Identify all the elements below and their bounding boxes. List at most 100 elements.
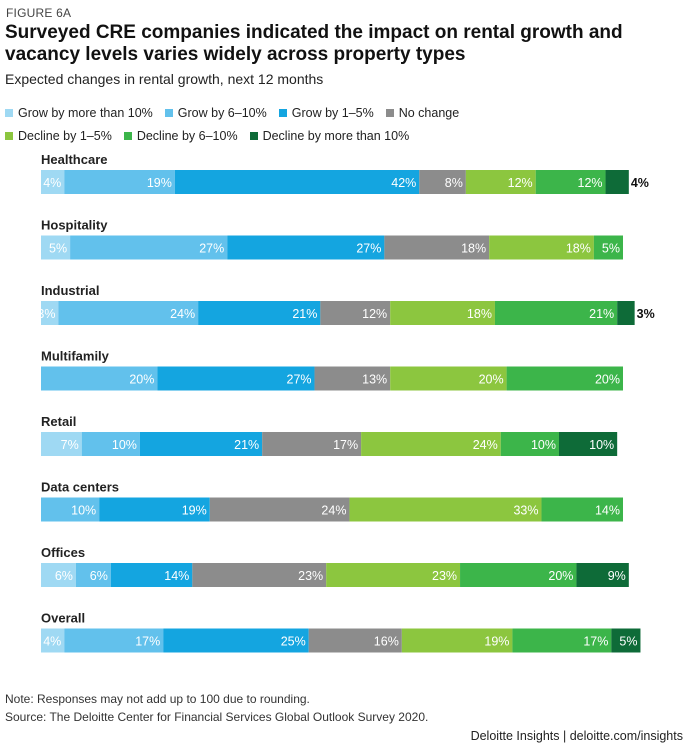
data-label: 18%	[566, 242, 591, 256]
legend-row-decline: Decline by 1–5% Decline by 6–10% Decline…	[5, 129, 685, 143]
data-label: 12%	[578, 176, 603, 190]
data-label: 8%	[445, 176, 463, 190]
legend-swatch	[123, 132, 132, 140]
legend-item-decline-6-10: Decline by 6–10%	[123, 129, 238, 143]
legend-label: Decline by 1–5%	[18, 129, 112, 143]
legend-swatch	[5, 109, 13, 117]
data-label: 25%	[281, 635, 306, 649]
legend-swatch	[278, 109, 287, 117]
data-label: 23%	[432, 569, 457, 583]
bar-segment-decline-by-6-10	[512, 628, 612, 653]
bar-segment-decline-by-more-than-10	[558, 432, 618, 456]
data-label: 10%	[112, 438, 137, 452]
data-label: 17%	[333, 438, 358, 452]
data-label: 27%	[356, 242, 381, 256]
bar-segment-decline-by-1-5	[349, 497, 542, 522]
data-label: 18%	[461, 242, 486, 256]
bar-segment-grow-by-1-5	[110, 563, 193, 587]
legend-row-grow: Grow by more than 10% Grow by 6–10% Grow…	[5, 106, 685, 120]
category-label: Healthcare	[41, 152, 107, 167]
bar-segment-decline-by-1-5	[390, 301, 495, 325]
data-label: 16%	[374, 635, 399, 649]
legend-item-decline-more-than-10: Decline by more than 10%	[249, 129, 410, 143]
category-label: Retail	[41, 414, 76, 429]
data-label: 17%	[135, 635, 160, 649]
bar-row-retail: Retail 7% 10% 21% 17% 24% 10% 10%	[41, 414, 618, 456]
data-label: 24%	[321, 504, 346, 518]
data-label: 4%	[43, 176, 61, 190]
data-label: 12%	[508, 176, 533, 190]
bar-segment-grow-by-6-10	[64, 628, 164, 653]
data-label: 5%	[49, 242, 67, 256]
legend-label: Grow by 6–10%	[177, 106, 267, 120]
bar-segment-decline-by-1-5	[361, 432, 501, 456]
data-label: 5%	[619, 635, 637, 649]
bar-segment-no-change	[308, 628, 402, 653]
brand-name: Deloitte Insights	[470, 729, 560, 743]
bar-segment-no-change	[209, 497, 350, 522]
bar-segment-decline-by-6-10	[541, 497, 623, 522]
category-label: Industrial	[41, 283, 100, 298]
brand-url: deloitte.com/insights	[569, 729, 683, 743]
category-label: Overall	[41, 611, 85, 626]
bar-segment-decline-by-1-5	[465, 170, 536, 194]
bar-segment-decline-by-6-10	[535, 170, 606, 194]
data-label: 5%	[602, 242, 620, 256]
bar-segment-grow-by-more-than-10	[41, 628, 65, 653]
bar-segment-decline-by-more-than-10	[617, 301, 635, 325]
bar-segment-grow-by-6-10	[58, 301, 199, 325]
bar-segment-grow-by-1-5	[198, 301, 321, 325]
bar-segment-grow-by-6-10	[41, 366, 158, 391]
data-label: 12%	[362, 307, 387, 321]
data-label: 27%	[287, 373, 312, 387]
legend-swatch	[249, 132, 258, 140]
chart-title: Surveyed CRE companies indicated the imp…	[5, 22, 623, 65]
legend-swatch	[164, 109, 173, 117]
data-label: 18%	[467, 307, 492, 321]
bar-segment-grow-by-1-5	[157, 366, 315, 391]
data-label: 21%	[589, 307, 614, 321]
bar-segment-decline-by-6-10	[593, 235, 623, 260]
bar-segment-decline-by-6-10	[494, 301, 618, 325]
bar-segment-no-change	[320, 301, 391, 325]
bar-segment-no-change	[262, 432, 362, 456]
legend-swatch	[385, 109, 394, 117]
legend-label: Decline by 6–10%	[136, 129, 238, 143]
stacked-bar-chart: Healthcare 4% 19% 42% 8% 12% 12% 4% Hospitality 5…	[37, 152, 655, 653]
data-label: 6%	[90, 569, 108, 583]
legend-item-grow-6-10: Grow by 6–10%	[164, 106, 267, 120]
bar-segment-grow-by-1-5	[139, 432, 263, 456]
bar-segment-decline-by-6-10	[460, 563, 577, 587]
bar-row-offices: Offices 6% 6% 14% 23% 23% 20% 9%	[41, 545, 629, 587]
data-label: 19%	[147, 176, 172, 190]
legend-item-grow-1-5: Grow by 1–5%	[278, 106, 374, 120]
bar-segment-decline-by-1-5	[489, 235, 594, 260]
footnote-source: Source: The Deloitte Center for Financia…	[5, 710, 429, 724]
bar-segment-decline-by-more-than-10	[611, 628, 641, 653]
bar-segment-no-change	[192, 563, 327, 587]
legend-label: Decline by more than 10%	[262, 129, 410, 143]
bar-row-multifamily: Multifamily 20% 27% 13% 20% 20%	[41, 349, 623, 391]
bar-segment-decline-by-1-5	[390, 366, 507, 391]
bar-segment-grow-by-6-10	[41, 497, 100, 522]
brand-separator: |	[563, 729, 567, 743]
legend-item-grow-more-than-10: Grow by more than 10%	[5, 106, 153, 120]
data-label: 7%	[61, 438, 79, 452]
data-label: 3%	[37, 307, 55, 321]
chart-subtitle: Expected changes in rental growth, next …	[5, 71, 324, 87]
category-label: Hospitality	[41, 218, 108, 233]
bar-segment-grow-by-6-10	[81, 432, 140, 456]
category-label: Multifamily	[41, 349, 110, 364]
bar-segment-no-change	[384, 235, 490, 260]
bar-segment-grow-by-6-10	[64, 170, 175, 194]
legend-item-no-change: No change	[385, 106, 459, 120]
bar-segment-grow-by-1-5	[174, 170, 420, 194]
bar-row-overall: Overall 4% 17% 25% 16% 19% 17% 5%	[41, 611, 641, 653]
data-label: 33%	[513, 504, 538, 518]
bar-segment-grow-by-1-5	[227, 235, 385, 260]
footnote-note: Note: Responses may not add up to 100 du…	[5, 692, 310, 706]
bar-segment-grow-by-more-than-10	[41, 301, 59, 325]
figure-label: FIGURE 6A	[6, 6, 72, 20]
data-label: 4%	[43, 635, 61, 649]
data-label: 10%	[531, 438, 556, 452]
